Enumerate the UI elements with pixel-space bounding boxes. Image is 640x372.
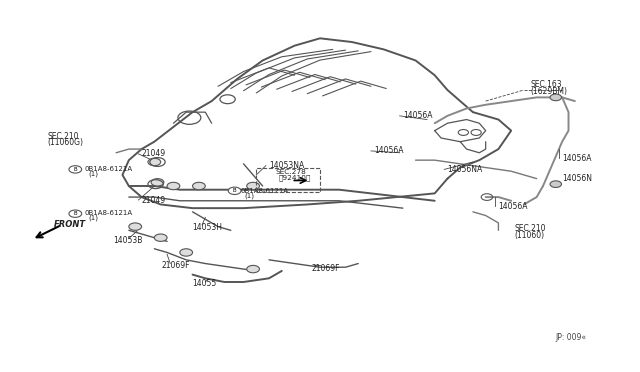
Circle shape [180, 249, 193, 256]
Text: 0B1A8-6121A: 0B1A8-6121A [241, 188, 289, 194]
Circle shape [193, 182, 205, 190]
Text: 14053B: 14053B [113, 236, 142, 245]
Text: JP: 009«: JP: 009« [556, 333, 587, 342]
Text: 14053NA: 14053NA [269, 161, 304, 170]
Circle shape [228, 187, 241, 195]
Text: 14056A: 14056A [499, 202, 528, 211]
Text: 0B1A8-6121A: 0B1A8-6121A [84, 210, 132, 216]
Text: 21069F: 21069F [162, 261, 191, 270]
Text: SEC.278: SEC.278 [275, 169, 307, 175]
Circle shape [246, 182, 259, 190]
Text: B: B [233, 188, 236, 193]
Circle shape [246, 265, 259, 273]
Circle shape [148, 158, 161, 166]
Circle shape [550, 94, 561, 101]
Text: FRONT: FRONT [54, 220, 86, 229]
Circle shape [69, 166, 82, 173]
Circle shape [129, 223, 141, 230]
Text: 14056N: 14056N [562, 174, 592, 183]
Text: SEC.210: SEC.210 [47, 132, 79, 141]
Text: (1): (1) [245, 193, 255, 199]
Text: 21069F: 21069F [312, 264, 340, 273]
Text: B: B [74, 211, 77, 216]
Text: 14053H: 14053H [193, 223, 223, 232]
Text: (1): (1) [89, 171, 99, 177]
Circle shape [167, 182, 180, 190]
Circle shape [550, 181, 561, 187]
Text: 14056A: 14056A [374, 147, 404, 155]
Text: (1): (1) [89, 215, 99, 221]
Text: 14056NA: 14056NA [447, 165, 483, 174]
Text: 0B1A8-6121A: 0B1A8-6121A [84, 166, 132, 171]
Text: SEC.163: SEC.163 [531, 80, 562, 89]
Text: (11060G): (11060G) [47, 138, 83, 147]
Circle shape [69, 210, 82, 217]
Text: B: B [74, 167, 77, 172]
Text: 14055: 14055 [193, 279, 217, 288]
Circle shape [151, 179, 164, 186]
Text: SEC.210: SEC.210 [515, 224, 546, 233]
Text: 14056A: 14056A [403, 111, 433, 121]
Text: 14056A: 14056A [562, 154, 591, 163]
Text: 21049: 21049 [141, 196, 166, 205]
Text: を92410ん: を92410ん [278, 174, 311, 181]
Text: 21049: 21049 [141, 150, 166, 158]
Text: (11060): (11060) [515, 231, 545, 240]
Text: (1629BM): (1629BM) [531, 87, 567, 96]
Circle shape [154, 234, 167, 241]
